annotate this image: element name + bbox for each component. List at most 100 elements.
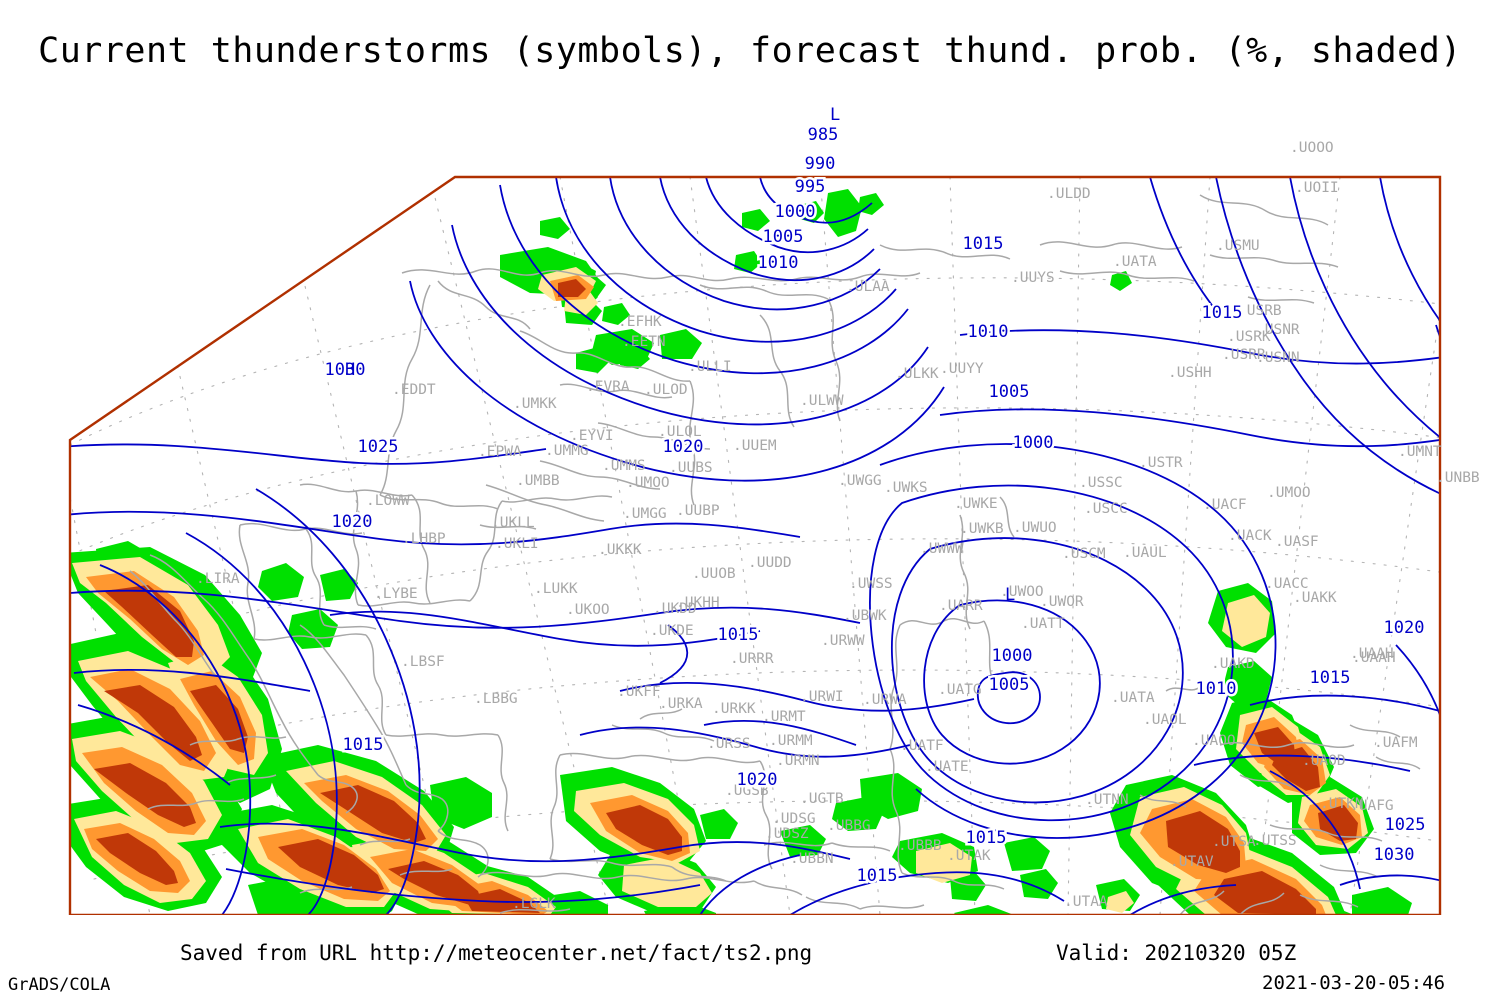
isobar-label-halo: 1015 bbox=[1310, 668, 1351, 688]
station-label: .ULLI bbox=[688, 359, 732, 375]
station-label: .USCM bbox=[1062, 546, 1106, 562]
station-label: .USRK bbox=[1227, 329, 1271, 345]
station-label: .USHH bbox=[1168, 365, 1212, 381]
station-label: .URMT bbox=[762, 709, 806, 725]
station-label: .UAAH bbox=[1352, 650, 1396, 666]
isobar-label: 1000 bbox=[775, 202, 816, 222]
isobar-labels-layer: 9859859909909959951000100010051005101010… bbox=[322, 123, 1428, 889]
isobar-label: 1015 bbox=[1310, 668, 1351, 688]
isobar-label-halo: 1020 bbox=[737, 770, 778, 790]
station-label: .LOWW bbox=[366, 493, 410, 509]
isobar-label: 1015 bbox=[343, 735, 384, 755]
isobar-label-halo: 1010 bbox=[758, 253, 799, 273]
station-label: .UATG bbox=[938, 682, 982, 698]
grads-cola-credit: GrADS/COLA bbox=[8, 975, 111, 995]
isobar-label: 1010 bbox=[1196, 679, 1237, 699]
page-title: Current thunderstorms (symbols), forecas… bbox=[38, 31, 1462, 71]
station-label: .UDSZ bbox=[765, 826, 809, 842]
isobar-label: 1025 bbox=[1385, 815, 1426, 835]
isobar-label-halo: 1015 bbox=[718, 625, 759, 645]
station-label: .URWW bbox=[821, 633, 865, 649]
station-label: .UKHH bbox=[676, 595, 720, 611]
station-label: .ULDD bbox=[1047, 186, 1091, 202]
isobar-label: 1015 bbox=[963, 234, 1004, 254]
map-svg: .UOOO .ULDD .UOII .USMU .UUYS .ULAA .UATA .USRB… bbox=[0, 85, 1500, 915]
station-label: .UMBB bbox=[516, 473, 560, 489]
station-label: .UAFM bbox=[1374, 735, 1418, 751]
station-label: .URRR bbox=[730, 651, 774, 667]
station-label: .UUYY bbox=[940, 361, 984, 377]
station-label: .LUKK bbox=[534, 581, 578, 597]
isobar-label-halo: 1010 bbox=[1196, 679, 1237, 699]
map-layers bbox=[70, 177, 1440, 915]
map-canvas: .UOOO .ULDD .UOII .USMU .UUYS .ULAA .UATA .USRB… bbox=[0, 85, 1500, 915]
station-label: .LBBG bbox=[474, 691, 518, 707]
station-label: .UTSS bbox=[1253, 833, 1297, 849]
isobar-label: 1005 bbox=[989, 382, 1030, 402]
station-label: .UAOD bbox=[1302, 753, 1346, 769]
station-label: .UUBP bbox=[676, 503, 720, 519]
station-label: .EDDT bbox=[392, 382, 436, 398]
station-label: .UMMG bbox=[545, 443, 589, 459]
isobar-label: 985 bbox=[808, 125, 839, 145]
isobar-label-halo: 1030 bbox=[1374, 845, 1415, 865]
isobar-label-halo: 1005 bbox=[989, 675, 1030, 695]
station-label: .LGLK bbox=[512, 896, 556, 912]
station-label: .UTNN bbox=[1085, 792, 1129, 808]
isobar-label: 1000 bbox=[1013, 433, 1054, 453]
station-label: .UACK bbox=[1228, 528, 1272, 544]
isobar-label-halo: 1015 bbox=[343, 735, 384, 755]
isobar-label: 1030 bbox=[1374, 845, 1415, 865]
station-label: .UKFF bbox=[617, 684, 661, 700]
station-label: .UAOL bbox=[1143, 712, 1187, 728]
station-label: .UTAA bbox=[1064, 894, 1108, 910]
isobar-label-halo: 985 bbox=[808, 125, 839, 145]
station-label: .UAKD bbox=[1211, 656, 1255, 672]
shading-extreme bbox=[94, 279, 1358, 915]
isobar-label: 1010 bbox=[968, 322, 1009, 342]
station-label: .UAFG bbox=[1350, 798, 1394, 814]
station-label: .LIRA bbox=[196, 571, 240, 587]
isobar-label: 1005 bbox=[763, 227, 804, 247]
isobar-label-halo: 990 bbox=[805, 154, 836, 174]
station-label: .UTAV bbox=[1170, 854, 1214, 870]
station-label: .UWOO bbox=[1000, 584, 1044, 600]
isobar-label: 1020 bbox=[663, 437, 704, 457]
station-label: .UUYS bbox=[1011, 270, 1055, 286]
station-label: .UAKK bbox=[1293, 590, 1337, 606]
station-label: .URMM bbox=[769, 733, 813, 749]
station-label: .UWUO bbox=[1013, 520, 1057, 536]
station-label: .UWKS bbox=[884, 480, 928, 496]
station-label: .EFHK bbox=[618, 314, 662, 330]
isobar-label-halo: 1015 bbox=[857, 866, 898, 886]
station-label: .UUDD bbox=[748, 555, 792, 571]
coastline-layer bbox=[129, 194, 1421, 915]
isobar-label-halo: 1015 bbox=[963, 234, 1004, 254]
station-label: .USCC bbox=[1084, 501, 1128, 517]
station-label: .UUEM bbox=[733, 438, 777, 454]
station-label: .UKDD bbox=[653, 601, 697, 617]
station-label: .UUBS bbox=[669, 460, 713, 476]
isobar-label: 1000 bbox=[992, 646, 1033, 666]
station-label: .UGTB bbox=[800, 791, 844, 807]
isobar-label: 1020 bbox=[1384, 618, 1425, 638]
station-label: .ULKK bbox=[895, 366, 939, 382]
station-label: .UMGG bbox=[623, 506, 667, 522]
isobar-label-halo: 1025 bbox=[1385, 815, 1426, 835]
station-label: .ULOL bbox=[658, 424, 702, 440]
isobar-label-halo: 1005 bbox=[989, 382, 1030, 402]
station-label: .USNN bbox=[1256, 350, 1300, 366]
isobar-label-halo: 1020 bbox=[1384, 618, 1425, 638]
station-label: .EETN bbox=[622, 334, 666, 350]
station-label: .UATF bbox=[900, 738, 944, 754]
isobar-label: 1015 bbox=[857, 866, 898, 886]
station-label: .UKLI bbox=[495, 536, 539, 552]
station-label: .UWKE bbox=[954, 496, 998, 512]
station-label: .UMKK bbox=[513, 396, 557, 412]
station-label: .USRB bbox=[1238, 303, 1282, 319]
pressure-center-layer: L L H bbox=[345, 105, 1015, 605]
isobar-layer bbox=[70, 177, 1440, 915]
isobar-label: 1025 bbox=[358, 437, 399, 457]
isobar-label-halo: 1015 bbox=[1202, 303, 1243, 323]
